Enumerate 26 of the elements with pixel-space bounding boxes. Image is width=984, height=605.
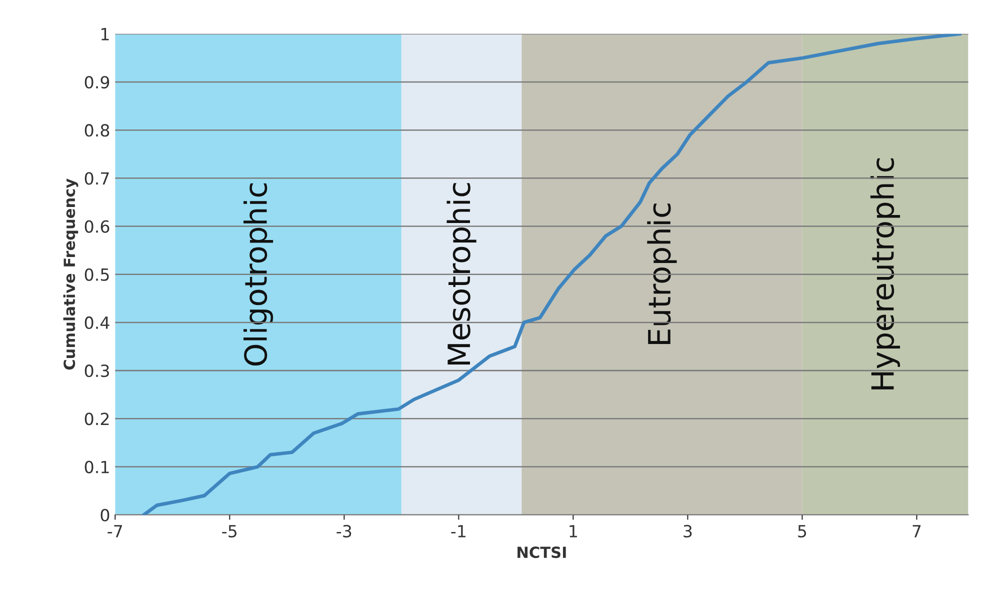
x-tick-label: -5 bbox=[222, 525, 236, 538]
x-tick-label: -3 bbox=[336, 524, 352, 538]
x-tick-label: 7 bbox=[912, 525, 921, 538]
y-tick-label: 0 bbox=[100, 508, 110, 522]
band-label: Eutrophic bbox=[647, 204, 677, 344]
x-axis-title: NCTSI bbox=[518, 546, 566, 558]
y-tick-label: 0.2 bbox=[84, 412, 109, 426]
x-tick-label: 3 bbox=[684, 524, 692, 538]
y-tick-label: 0.4 bbox=[84, 316, 110, 330]
y-tick-label: 0.6 bbox=[84, 220, 110, 233]
line-series bbox=[142, 34, 962, 515]
x-tick-label: -1 bbox=[451, 525, 466, 538]
y-tick-label: 0.3 bbox=[84, 364, 109, 378]
x-tick-label: 5 bbox=[798, 525, 806, 538]
y-tick-label: 1 bbox=[101, 28, 109, 40]
band-label: Oligotrophic bbox=[243, 183, 274, 366]
y-tick-label: 0.5 bbox=[84, 268, 109, 281]
y-tick-label: 0.8 bbox=[84, 124, 110, 137]
y-tick-label: 0.1 bbox=[84, 460, 109, 474]
band-label: Hypereutrophic bbox=[870, 158, 900, 390]
x-tick-label: 1 bbox=[570, 525, 577, 538]
y-axis-title: Cumulative Frequency bbox=[63, 178, 78, 370]
y-tick-label: 0.9 bbox=[84, 76, 110, 89]
y-tick-label: 0.7 bbox=[84, 172, 109, 185]
band-label: Mesotrophic bbox=[446, 183, 476, 365]
x-tick-label: -7 bbox=[108, 525, 122, 538]
